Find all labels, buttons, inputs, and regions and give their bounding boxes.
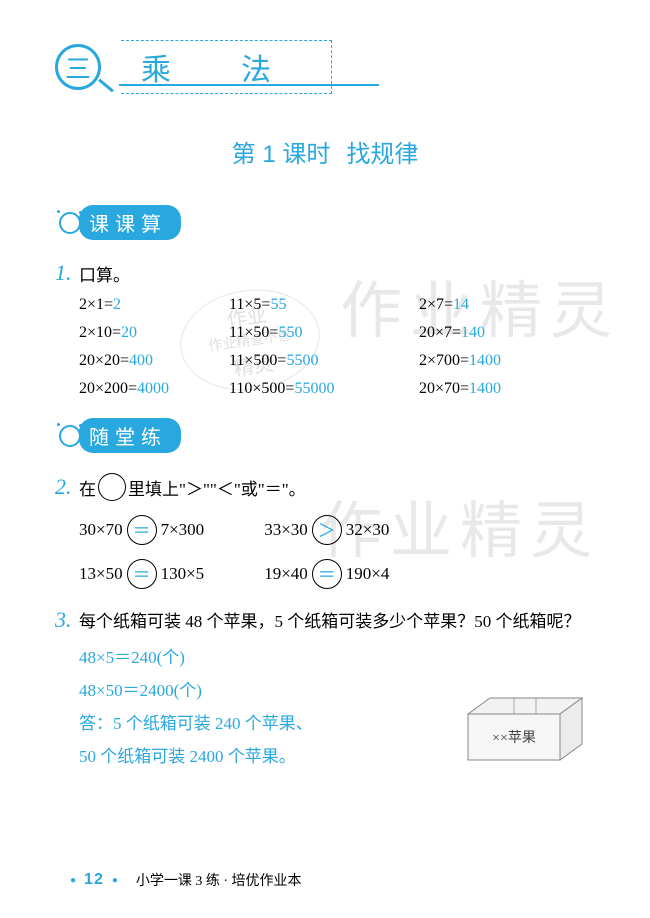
calc-cell: 11×50=550 <box>229 324 419 342</box>
calc-cell: 20×200=4000 <box>79 380 229 398</box>
footer: ● 12 ● 小学一课 3 练 · 培优作业本 <box>70 870 302 890</box>
q3-prompt: 每个纸箱可装 48 个苹果，5 个纸箱可装多少个苹果？50 个纸箱呢？ <box>79 607 581 632</box>
comparison-symbol: ＝ <box>127 559 157 589</box>
calc-cell: 110×500=55000 <box>229 380 419 398</box>
answer-line: 答：5 个纸箱可装 240 个苹果、 <box>79 709 595 734</box>
calc-cell: 2×10=20 <box>79 324 229 342</box>
chapter-number: 三 <box>65 49 91 86</box>
q1-number: 1. <box>55 260 79 286</box>
calc-cell: 20×70=1400 <box>419 380 579 398</box>
chapter-underline <box>119 84 379 86</box>
answer-line: 48×5＝240(个) <box>79 643 595 668</box>
calc-cell: 20×20=400 <box>79 352 229 370</box>
q2-header: 2. 在 里填上"＞""＜"或"＝"。 <box>55 473 595 501</box>
calc-cell: 11×5=55 <box>229 296 419 314</box>
section-label: 课课算 <box>79 205 181 240</box>
q2-prompt-post: 里填上"＞""＜"或"＝"。 <box>128 475 306 500</box>
section-kekesuan: 课课算 <box>55 205 181 240</box>
q1-header: 1. 口算。 <box>55 260 595 286</box>
calc-cell: 2×700=1400 <box>419 352 579 370</box>
answer-line: 48×50＝2400(个) <box>79 676 595 701</box>
comparison-symbol: ＝ <box>312 559 342 589</box>
lesson-title: 第 1 课时找规律 <box>55 134 595 169</box>
chapter-number-circle: 三 <box>55 44 101 90</box>
lesson-main: 找规律 <box>346 141 418 168</box>
calc-cell: 11×500=5500 <box>229 352 419 370</box>
calc-cell: 2×1=2 <box>79 296 229 314</box>
comparison-symbol: ＞ <box>312 515 342 545</box>
page-number: 12 <box>84 871 104 889</box>
q1-prompt: 口算。 <box>79 261 130 286</box>
comparison-item: 19×40＝190×4 <box>264 559 389 589</box>
clock-icon <box>55 208 85 238</box>
dot-icon: ● <box>112 875 118 886</box>
comparison-row: 30×70＝7×300 33×30＞32×30 <box>79 515 595 545</box>
magnifier-handle-icon <box>98 79 114 93</box>
q2-rows: 30×70＝7×300 33×30＞32×30 13×50＝130×5 19×40＝1… <box>55 515 595 589</box>
q2-number: 2. <box>55 474 79 500</box>
answer-line: 50 个纸箱可装 2400 个苹果。 <box>79 742 595 767</box>
chapter-header: 三 乘 法 <box>55 40 595 94</box>
comparison-item: 30×70＝7×300 <box>79 515 204 545</box>
lesson-prefix: 第 1 课时 <box>232 141 331 168</box>
comparison-row: 13×50＝130×5 19×40＝190×4 <box>79 559 595 589</box>
comparison-item: 13×50＝130×5 <box>79 559 204 589</box>
q3-header: 3. 每个纸箱可装 48 个苹果，5 个纸箱可装多少个苹果？50 个纸箱呢？ <box>55 607 595 633</box>
section-label: 随堂练 <box>79 418 181 453</box>
calc-cell: 20×7=140 <box>419 324 579 342</box>
blank-circle-icon <box>98 473 126 501</box>
clock-icon <box>55 421 85 451</box>
comparison-symbol: ＝ <box>127 515 157 545</box>
calc-cell: 2×7=14 <box>419 296 579 314</box>
q2-prompt-pre: 在 <box>79 475 96 500</box>
q1-grid: 2×1=211×5=552×7=14 2×10=2011×50=55020×7=1… <box>79 296 595 398</box>
section-suitanglian: 随堂练 <box>55 418 181 453</box>
q3-number: 3. <box>55 607 79 633</box>
dot-icon: ● <box>70 875 76 886</box>
q3-answers: 48×5＝240(个) 48×50＝2400(个) 答：5 个纸箱可装 240 个苹… <box>55 643 595 767</box>
comparison-item: 33×30＞32×30 <box>264 515 389 545</box>
footer-text: 小学一课 3 练 · 培优作业本 <box>136 870 302 890</box>
